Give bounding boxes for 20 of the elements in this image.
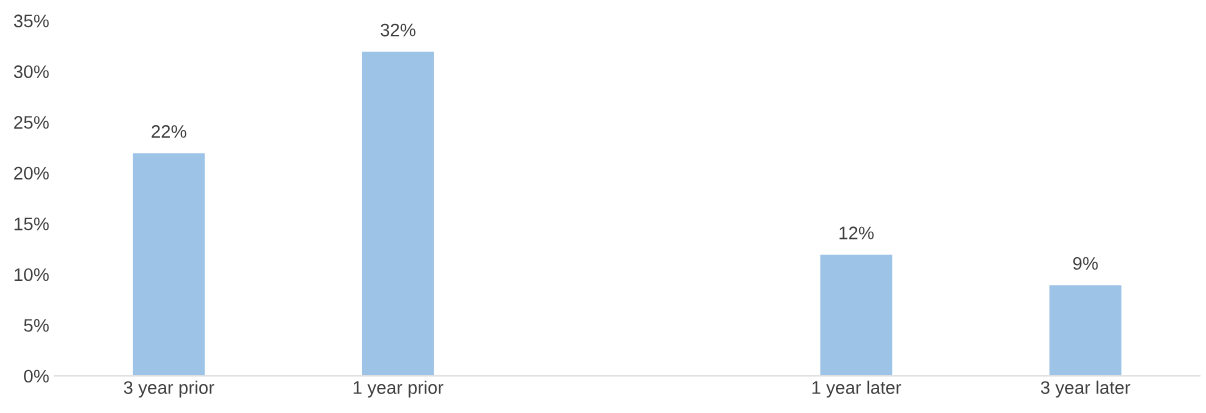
- x-tick-label: 3 year later: [1040, 380, 1131, 398]
- y-tick-label: 10%: [14, 268, 49, 282]
- bar: [131, 151, 207, 376]
- y-tick-label: 15%: [14, 217, 49, 231]
- x-tick-label: 1 year prior: [353, 380, 444, 398]
- data-label: 22%: [151, 125, 187, 138]
- y-tick-label: 25%: [14, 116, 49, 129]
- bar: [1048, 283, 1123, 376]
- x-tick-label: 3 year prior: [123, 380, 215, 398]
- bar: [818, 253, 894, 376]
- data-label: 9%: [1073, 257, 1098, 270]
- bar: [360, 50, 436, 376]
- y-tick-label: 0%: [24, 369, 49, 383]
- data-label: 12%: [839, 226, 874, 240]
- x-tick-label: 1 year later: [812, 380, 902, 398]
- y-tick-label: 30%: [13, 65, 49, 79]
- y-tick-label: 5%: [24, 319, 49, 332]
- y-tick-label: 35%: [13, 14, 49, 28]
- y-tick-label: 20%: [14, 166, 49, 180]
- data-label: 32%: [380, 23, 416, 37]
